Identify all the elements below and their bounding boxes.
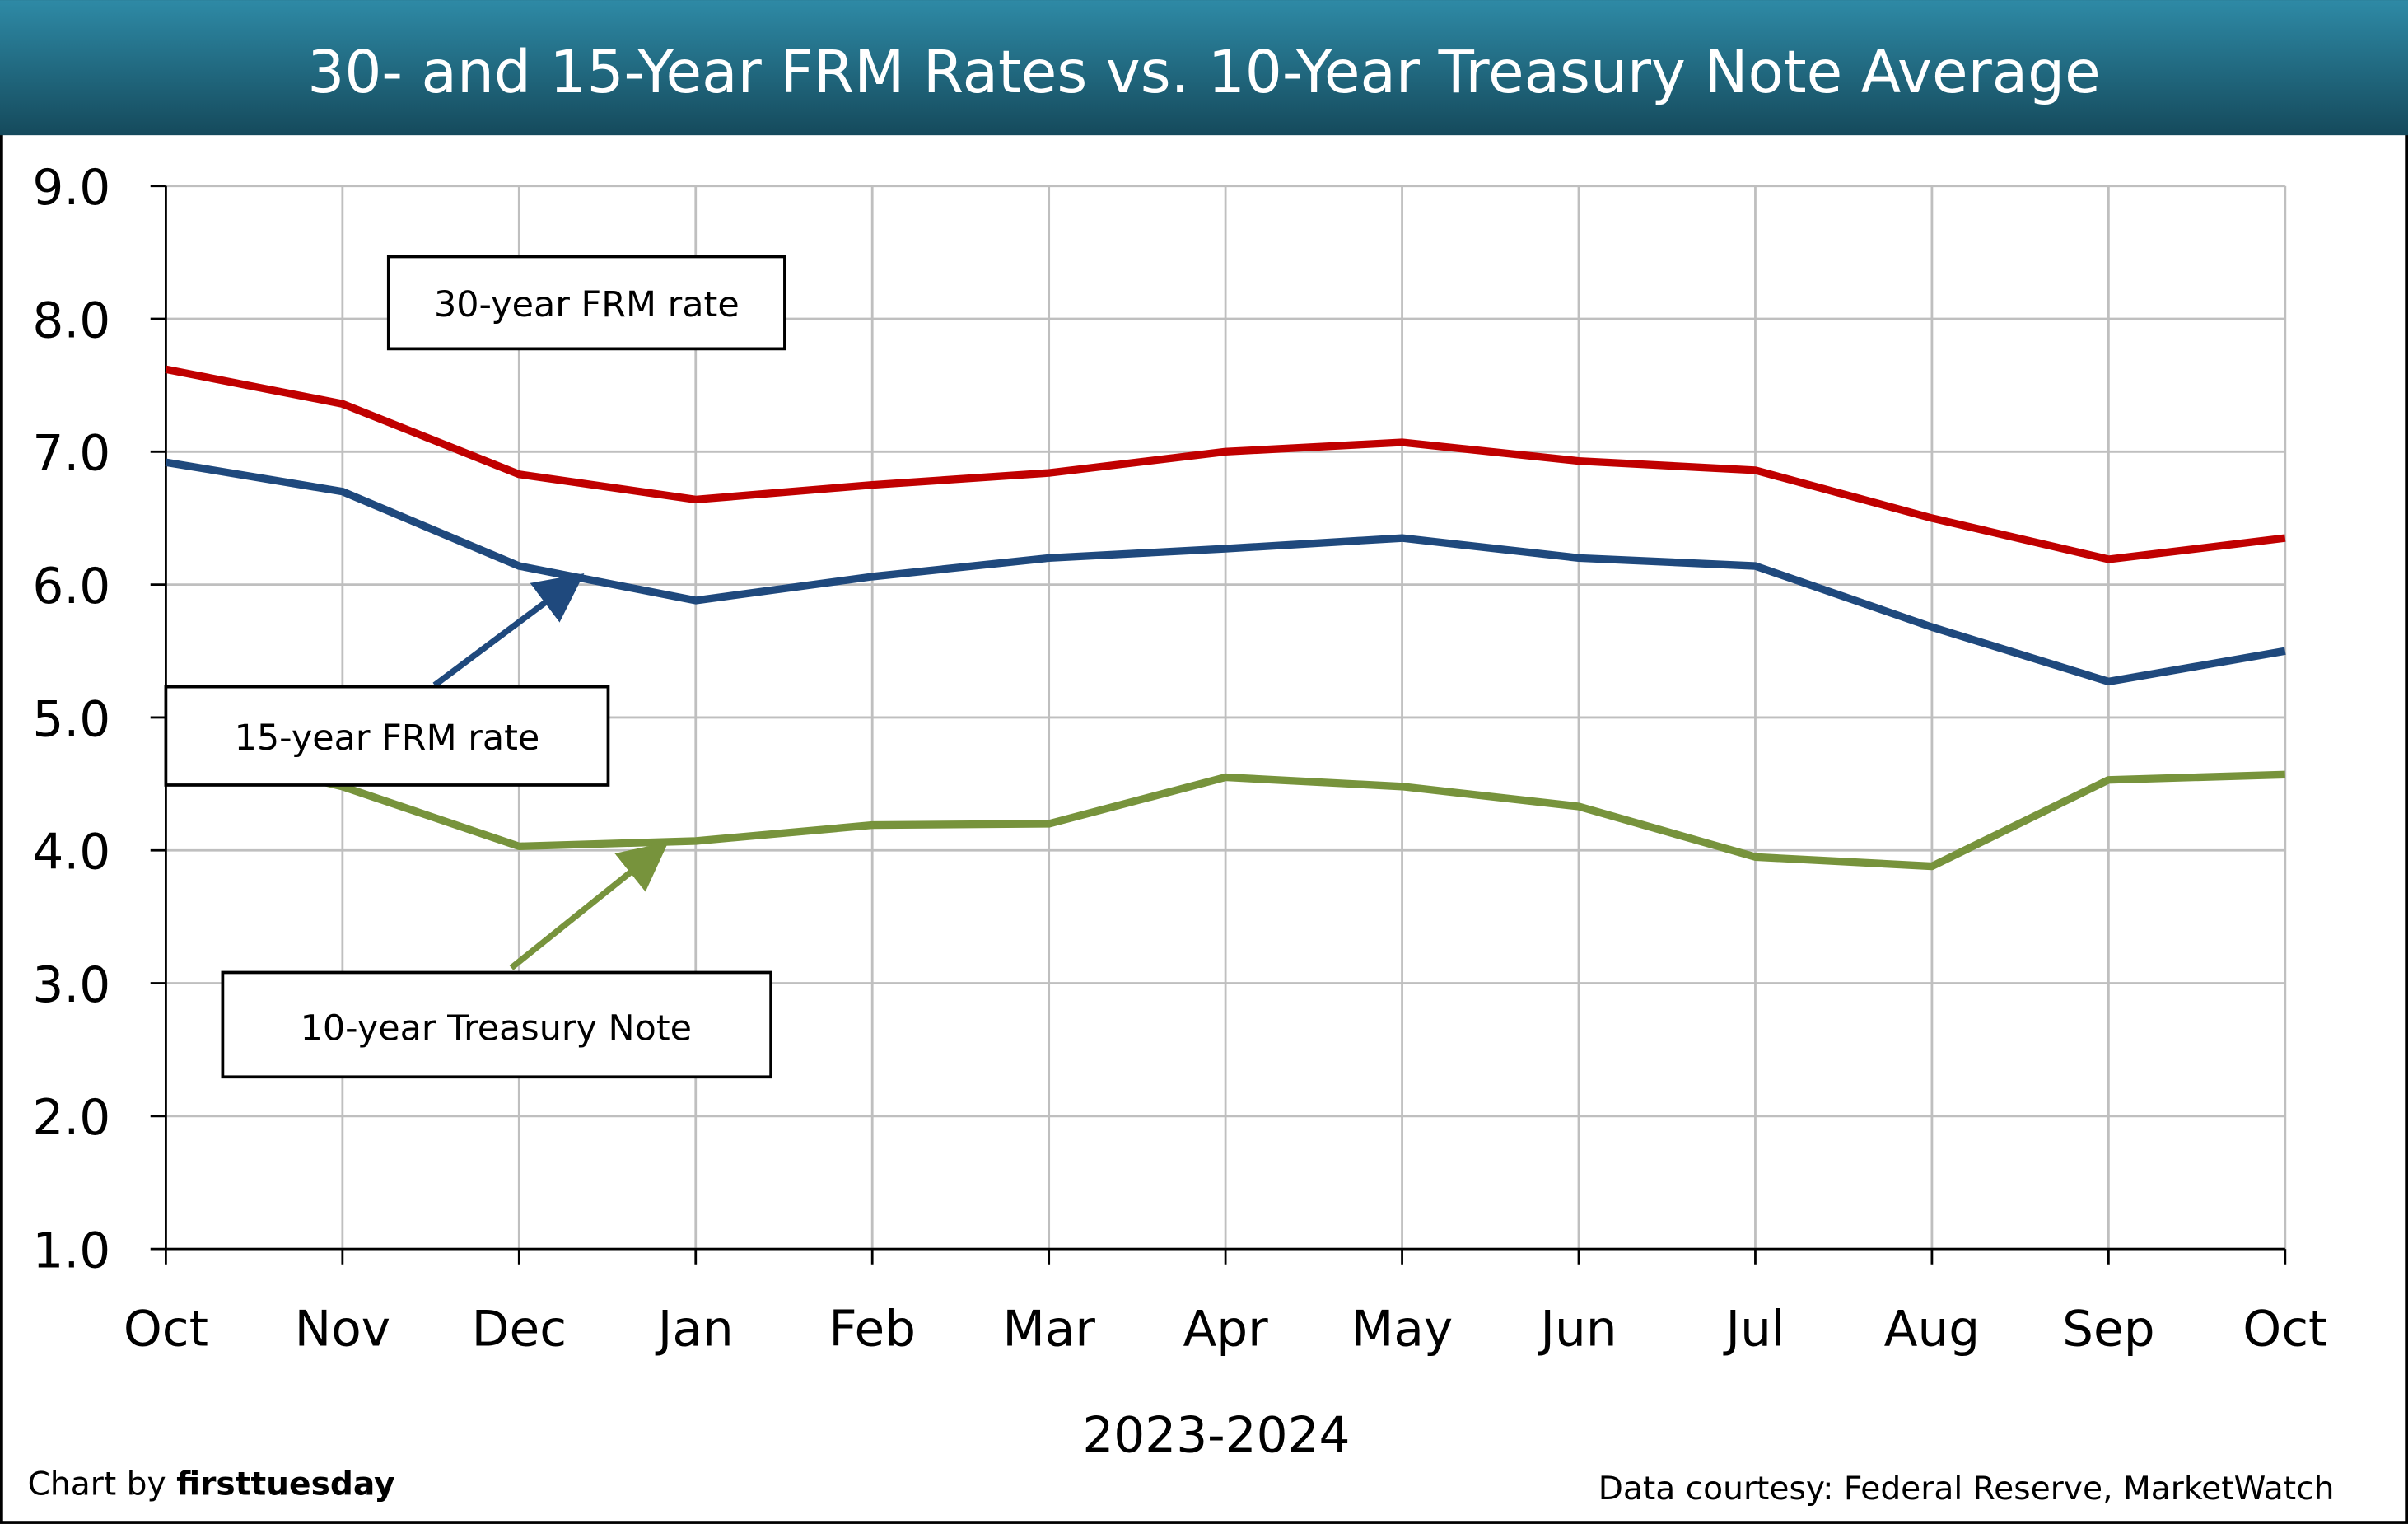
y-tick-label: 3.0	[32, 957, 110, 1014]
credit-right: Data courtesy: Federal Reserve, MarketWa…	[1598, 1470, 2335, 1508]
arrow-10-year	[509, 841, 669, 970]
arrow-15-year	[432, 573, 585, 688]
chart-title: 30- and 15-Year FRM Rates vs. 10-Year Tr…	[307, 38, 2100, 106]
svg-text:30-year FRM rate: 30-year FRM rate	[434, 284, 740, 325]
y-tick-label: 1.0	[32, 1223, 110, 1280]
y-tick-label: 9.0	[32, 160, 110, 217]
x-tick-label: Mar	[1002, 1302, 1095, 1358]
x-tick-label: Jan	[655, 1302, 734, 1358]
x-tick-label: Aug	[1884, 1302, 1981, 1358]
x-axis-label: 2023-2024	[1082, 1407, 1350, 1464]
x-tick-label: Sep	[2062, 1302, 2154, 1358]
x-tick-label: Jul	[1722, 1302, 1785, 1358]
x-tick-label: Apr	[1183, 1302, 1268, 1358]
x-tick-label: Dec	[472, 1302, 567, 1358]
y-tick-label: 6.0	[32, 559, 110, 615]
title-bar	[0, 0, 2408, 136]
x-tick-label: Nov	[295, 1302, 390, 1358]
credit-prefix: Chart by	[28, 1466, 177, 1503]
series-line-3	[165, 740, 2285, 871]
callout-15-year: 15-year FRM rate	[164, 685, 610, 787]
x-tick-label: May	[1351, 1302, 1453, 1358]
y-tick-label: 8.0	[32, 292, 110, 349]
credit-left: Chart by firsttuesday	[28, 1466, 395, 1503]
callout-10-year: 10-year Treasury Note	[221, 970, 772, 1079]
series-line-2	[165, 458, 2286, 686]
svg-text:15-year FRM rate: 15-year FRM rate	[235, 718, 540, 759]
svg-text:10-year Treasury Note: 10-year Treasury Note	[301, 1008, 692, 1050]
credit-brand: firsttuesday	[176, 1466, 395, 1503]
x-tick-label: Jun	[1537, 1302, 1617, 1358]
y-tick-label: 5.0	[32, 691, 110, 748]
y-tick-label: 2.0	[32, 1090, 110, 1147]
series-line-1	[165, 365, 2286, 563]
x-tick-label: Feb	[828, 1302, 916, 1358]
y-tick-label: 4.0	[32, 825, 110, 881]
callout-30-year: 30-year FRM rate	[386, 255, 786, 351]
y-tick-label: 7.0	[32, 426, 110, 483]
x-tick-label: Oct	[124, 1302, 208, 1358]
x-tick-label: Oct	[2242, 1302, 2327, 1358]
